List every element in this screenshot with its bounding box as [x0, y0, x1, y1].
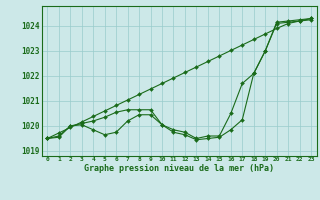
X-axis label: Graphe pression niveau de la mer (hPa): Graphe pression niveau de la mer (hPa) [84, 164, 274, 173]
